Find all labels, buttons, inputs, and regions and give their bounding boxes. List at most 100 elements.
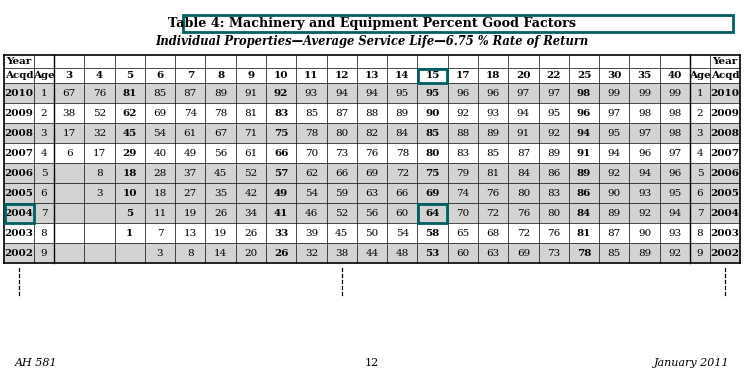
Text: 2005: 2005 bbox=[4, 189, 33, 198]
Text: 45: 45 bbox=[214, 168, 227, 177]
Bar bbox=[4, 204, 33, 222]
Text: 2003: 2003 bbox=[4, 228, 33, 237]
Text: 76: 76 bbox=[517, 209, 530, 218]
Text: 17: 17 bbox=[455, 71, 470, 80]
Text: 85: 85 bbox=[487, 148, 500, 158]
Text: 3: 3 bbox=[65, 71, 73, 80]
Text: 34: 34 bbox=[244, 209, 257, 218]
Text: 98: 98 bbox=[668, 108, 682, 117]
Text: 45: 45 bbox=[123, 129, 137, 138]
Text: 2006: 2006 bbox=[4, 168, 33, 177]
Text: 73: 73 bbox=[335, 148, 348, 158]
Text: 81: 81 bbox=[487, 168, 500, 177]
Text: 49: 49 bbox=[184, 148, 197, 158]
Text: 93: 93 bbox=[305, 88, 318, 98]
Bar bbox=[418, 204, 447, 222]
Text: 5: 5 bbox=[41, 168, 48, 177]
Text: 92: 92 bbox=[638, 209, 651, 218]
Text: 73: 73 bbox=[547, 249, 560, 258]
Text: 2010: 2010 bbox=[4, 88, 33, 98]
Text: 2003: 2003 bbox=[711, 228, 740, 237]
Text: 40: 40 bbox=[667, 71, 682, 80]
Text: 69: 69 bbox=[517, 249, 530, 258]
Text: 2: 2 bbox=[41, 108, 48, 117]
Text: 85: 85 bbox=[608, 249, 621, 258]
Text: 93: 93 bbox=[487, 108, 500, 117]
Text: 74: 74 bbox=[184, 108, 197, 117]
Text: 91: 91 bbox=[577, 148, 591, 158]
Text: 66: 66 bbox=[396, 189, 409, 198]
Text: 61: 61 bbox=[184, 129, 197, 138]
Text: 89: 89 bbox=[577, 168, 591, 177]
Text: 57: 57 bbox=[274, 168, 289, 177]
Text: 22: 22 bbox=[546, 71, 561, 80]
Text: 13: 13 bbox=[184, 228, 197, 237]
Text: 94: 94 bbox=[668, 209, 682, 218]
Text: 99: 99 bbox=[638, 88, 651, 98]
Text: 50: 50 bbox=[365, 228, 379, 237]
Text: 2005: 2005 bbox=[711, 189, 740, 198]
Text: 91: 91 bbox=[244, 88, 257, 98]
Text: 2002: 2002 bbox=[711, 249, 740, 258]
Text: 53: 53 bbox=[426, 249, 440, 258]
Text: 78: 78 bbox=[305, 129, 318, 138]
Text: 95: 95 bbox=[547, 108, 560, 117]
Text: 8: 8 bbox=[187, 249, 193, 258]
Text: 7: 7 bbox=[696, 209, 703, 218]
Text: 97: 97 bbox=[517, 88, 530, 98]
Text: 97: 97 bbox=[668, 148, 682, 158]
Text: 20: 20 bbox=[244, 249, 257, 258]
Text: 2004: 2004 bbox=[4, 209, 33, 218]
Text: 11: 11 bbox=[153, 209, 167, 218]
Text: 2008: 2008 bbox=[711, 129, 740, 138]
Text: 96: 96 bbox=[668, 168, 682, 177]
Text: 98: 98 bbox=[577, 88, 591, 98]
Text: 85: 85 bbox=[153, 88, 167, 98]
Text: 15: 15 bbox=[426, 71, 440, 80]
Text: 89: 89 bbox=[214, 88, 227, 98]
Text: 78: 78 bbox=[396, 148, 409, 158]
Text: AH 581: AH 581 bbox=[15, 358, 57, 368]
Text: 40: 40 bbox=[153, 148, 167, 158]
Text: 96: 96 bbox=[456, 88, 469, 98]
Text: 75: 75 bbox=[426, 168, 440, 177]
Text: 88: 88 bbox=[456, 129, 469, 138]
Text: 65: 65 bbox=[456, 228, 469, 237]
Text: Age: Age bbox=[33, 71, 55, 80]
Text: 87: 87 bbox=[335, 108, 348, 117]
Text: Individual Properties—Average Service Life—6.75 % Rate of Return: Individual Properties—Average Service Li… bbox=[155, 35, 589, 48]
Text: 81: 81 bbox=[123, 88, 137, 98]
Text: 48: 48 bbox=[396, 249, 409, 258]
Text: 45: 45 bbox=[335, 228, 348, 237]
Text: 18: 18 bbox=[486, 71, 500, 80]
Text: 10: 10 bbox=[274, 71, 289, 80]
Text: 95: 95 bbox=[426, 88, 440, 98]
Text: 35: 35 bbox=[214, 189, 227, 198]
Text: 91: 91 bbox=[517, 129, 530, 138]
Text: Acqd: Acqd bbox=[711, 71, 740, 80]
Text: 92: 92 bbox=[456, 108, 469, 117]
Text: 2008: 2008 bbox=[4, 129, 33, 138]
Text: 96: 96 bbox=[487, 88, 500, 98]
Text: 69: 69 bbox=[426, 189, 440, 198]
Text: 9: 9 bbox=[41, 249, 48, 258]
Text: Year: Year bbox=[7, 57, 32, 66]
Bar bbox=[183, 15, 733, 32]
Text: 72: 72 bbox=[396, 168, 409, 177]
Text: 76: 76 bbox=[547, 228, 560, 237]
Text: 60: 60 bbox=[396, 209, 409, 218]
Text: 14: 14 bbox=[214, 249, 227, 258]
Text: 93: 93 bbox=[668, 228, 682, 237]
Text: 81: 81 bbox=[577, 228, 591, 237]
Bar bbox=[4, 83, 740, 103]
Text: Acqd: Acqd bbox=[4, 71, 33, 80]
Text: 97: 97 bbox=[608, 108, 621, 117]
Text: 46: 46 bbox=[305, 209, 318, 218]
Text: 81: 81 bbox=[244, 108, 257, 117]
Text: 1: 1 bbox=[696, 88, 703, 98]
Text: 85: 85 bbox=[305, 108, 318, 117]
Text: 19: 19 bbox=[214, 228, 227, 237]
Text: 96: 96 bbox=[577, 108, 591, 117]
Text: 14: 14 bbox=[395, 71, 409, 80]
Text: 97: 97 bbox=[547, 88, 560, 98]
